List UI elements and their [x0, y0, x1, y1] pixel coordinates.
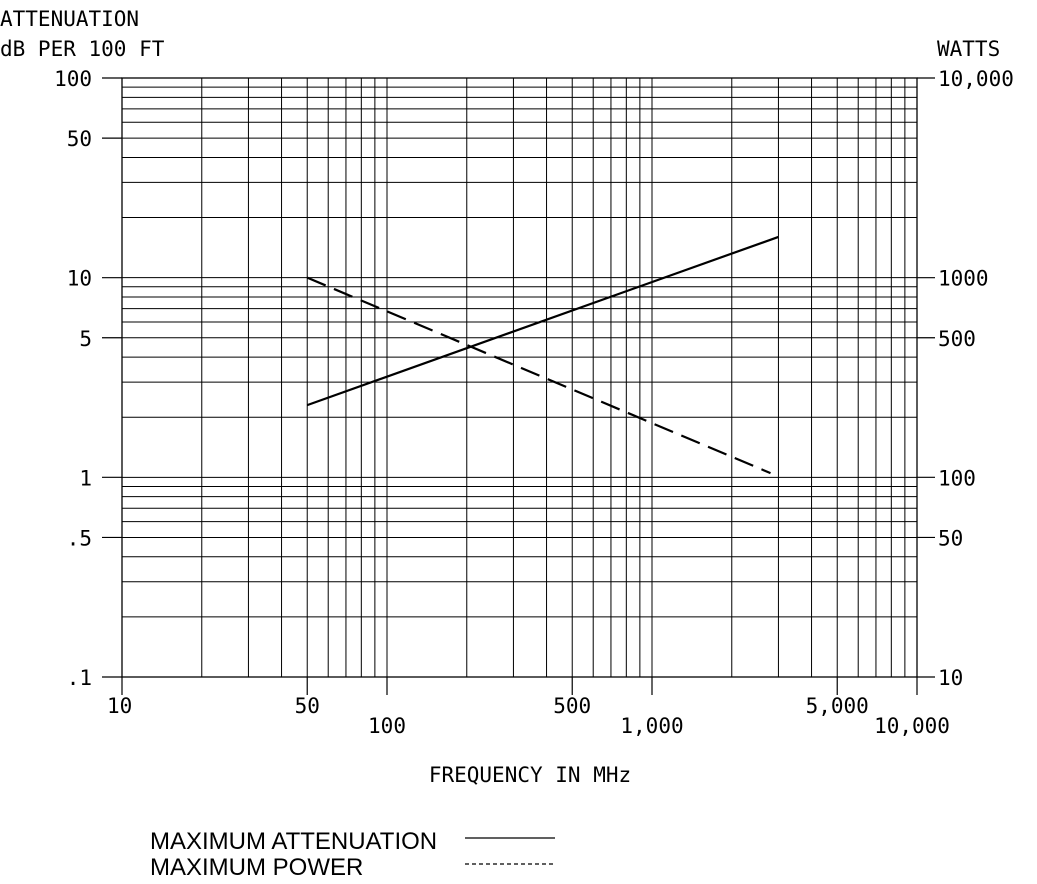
left-tick-label: 100	[54, 67, 92, 91]
series-lines	[306, 235, 779, 475]
right-tick-label: 10	[938, 666, 963, 690]
x-tick-label: 10	[107, 694, 132, 718]
right-tick-label: 10,000	[938, 67, 1014, 91]
grid	[121, 77, 918, 678]
x-tick-label: 100	[368, 714, 406, 738]
right-tick-label: 50	[938, 526, 963, 550]
left-axis-title-line-1: ATTENUATION	[0, 7, 139, 31]
right-tick-label: 100	[938, 466, 976, 490]
legend-label-power: MAXIMUM POWER	[150, 854, 363, 881]
left-tick-label: 5	[79, 327, 92, 351]
left-tick-label: 50	[67, 127, 92, 151]
legend-label-attenuation: MAXIMUM ATTENUATION	[150, 828, 437, 855]
plot-frame	[121, 77, 918, 678]
x-tick-label: 5,000	[806, 694, 869, 718]
series-line-maximum-power	[306, 276, 771, 475]
x-tick-label: 1,000	[620, 714, 683, 738]
series-line-maximum-attenuation	[306, 235, 779, 407]
right-axis-title: WATTS	[937, 37, 1000, 61]
left-axis-title-line-2: dB PER 100 FT	[0, 37, 165, 61]
left-tick-label: .1	[67, 666, 92, 690]
left-tick-label: 1	[79, 466, 92, 490]
right-tick-label: 500	[938, 327, 976, 351]
x-tick-label: 50	[295, 694, 320, 718]
x-tick-label: 10,000	[874, 714, 950, 738]
axis-ticks	[102, 77, 935, 695]
tick-labels: 100 50 10 5 1 .5 .1 10,000 1000 500 100 50 10 10 50 100…	[54, 67, 1014, 738]
left-tick-label: 10	[67, 267, 92, 291]
right-tick-label: 1000	[938, 267, 989, 291]
left-tick-label: .5	[67, 526, 92, 550]
x-tick-label: 500	[553, 694, 591, 718]
x-axis-label: FREQUENCY IN MHz	[429, 763, 631, 787]
legend: MAXIMUM ATTENUATION MAXIMUM POWER	[150, 828, 555, 881]
